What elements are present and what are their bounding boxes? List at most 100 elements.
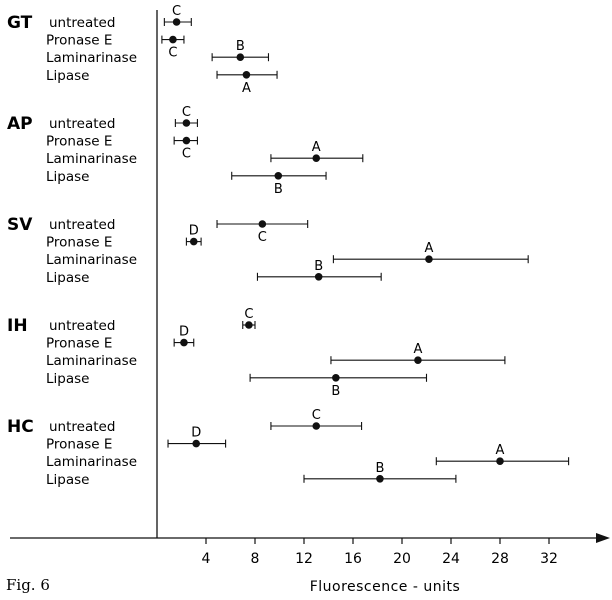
significance-letter: B: [331, 384, 340, 399]
group-label: AP: [7, 114, 33, 134]
significance-letter: B: [274, 182, 283, 197]
significance-letter: B: [375, 461, 384, 476]
group-ih: IH untreated C Pronase E D Laminarinase A Lipas…: [7, 307, 506, 399]
treatment-label: Laminarinase: [46, 353, 137, 369]
treatment-label: untreated: [49, 116, 115, 132]
treatment-label: Laminarinase: [46, 454, 137, 470]
treatment-label: Lipase: [46, 169, 89, 185]
treatment-label: Pronase E: [46, 33, 112, 49]
group-label: HC: [7, 417, 34, 437]
mean-point: [425, 255, 433, 263]
mean-point: [414, 356, 422, 365]
mean-point: [376, 475, 384, 483]
x-tick-label: 8: [251, 551, 260, 567]
data-row: Lipase B: [46, 259, 382, 286]
mean-point: [236, 53, 245, 61]
group-hc: HC untreated C Pronase E D Laminarinase A Lipas…: [7, 408, 570, 488]
x-axis-arrowhead: [596, 533, 610, 543]
significance-letter: A: [242, 81, 251, 96]
data-row: Lipase B: [46, 371, 428, 399]
x-tick-label: 4: [202, 551, 211, 567]
mean-point: [189, 237, 198, 246]
group-gt: GT untreated C Pronase E C Laminarinase B Lipas…: [7, 4, 278, 96]
x-axis-title: Fluorescence - units: [310, 579, 461, 595]
x-tick-label: 16: [344, 551, 362, 567]
data-row: Laminarinase B: [46, 39, 270, 66]
significance-letter: C: [172, 4, 181, 19]
x-tick-label: 20: [393, 551, 411, 567]
group-sv: SV untreated C Pronase E D Laminarinase A Lipas…: [7, 215, 529, 286]
significance-letter: A: [413, 342, 422, 357]
treatment-label: Lipase: [46, 68, 89, 84]
treatment-label: Pronase E: [46, 134, 112, 150]
data-row: Laminarinase A: [46, 443, 570, 470]
data-row: Lipase B: [46, 461, 457, 488]
mean-point: [496, 457, 504, 466]
treatment-label: Lipase: [46, 371, 89, 387]
treatment-label: Laminarinase: [46, 151, 137, 167]
data-row: untreated C: [49, 105, 198, 132]
mean-point: [242, 71, 251, 79]
significance-letter: A: [312, 140, 321, 155]
data-row: Pronase E C: [46, 134, 198, 162]
data-row: Laminarinase A: [46, 140, 364, 167]
mean-point: [314, 273, 323, 281]
treatment-label: untreated: [49, 318, 115, 334]
significance-letter: C: [182, 105, 191, 120]
mean-point: [312, 154, 321, 162]
mean-point: [180, 338, 188, 347]
treatment-label: untreated: [49, 217, 115, 233]
data-row: untreated C: [49, 217, 309, 245]
significance-letter: A: [496, 443, 505, 458]
treatment-label: Laminarinase: [46, 252, 137, 268]
group-label: IH: [7, 316, 28, 336]
significance-letter: A: [424, 241, 433, 256]
x-tick-label: 32: [540, 551, 558, 567]
significance-letter: D: [189, 224, 199, 239]
mean-point: [182, 136, 191, 145]
treatment-label: Lipase: [46, 472, 89, 488]
treatment-label: Pronase E: [46, 437, 112, 453]
group-ap: AP untreated C Pronase E C Laminarinase A Lipas…: [7, 105, 364, 197]
significance-letter: C: [312, 408, 321, 423]
mean-point: [192, 439, 200, 448]
treatment-label: Laminarinase: [46, 50, 137, 66]
significance-letter: C: [182, 147, 191, 162]
data-row: Pronase E D: [46, 325, 195, 352]
data-row: Laminarinase A: [46, 342, 506, 369]
x-tick-label: 24: [442, 551, 460, 567]
mean-point: [258, 220, 267, 228]
mean-point: [332, 374, 340, 382]
group-label: GT: [7, 13, 33, 33]
treatment-label: untreated: [49, 15, 115, 31]
significance-letter: C: [244, 307, 253, 322]
mean-point: [274, 172, 283, 180]
data-row: Laminarinase A: [46, 241, 529, 268]
x-tick-label: 28: [491, 551, 509, 567]
x-ticks: 4 8 12 16 20 24 28 32: [202, 538, 558, 567]
group-label: SV: [7, 215, 33, 235]
data-row: Pronase E D: [46, 426, 227, 453]
significance-letter: D: [191, 426, 201, 441]
mean-point: [172, 18, 181, 26]
mean-point: [182, 119, 191, 127]
significance-letter: B: [314, 259, 323, 274]
significance-letter: B: [236, 39, 245, 54]
treatment-label: Pronase E: [46, 235, 112, 251]
mean-point: [169, 35, 177, 44]
x-tick-label: 12: [295, 551, 313, 567]
data-row: untreated C: [49, 4, 192, 31]
data-row: untreated C: [49, 408, 363, 435]
data-row: Lipase B: [46, 169, 327, 197]
data-row: Pronase E C: [46, 33, 185, 61]
treatment-label: Pronase E: [46, 336, 112, 352]
data-row: untreated C: [49, 307, 256, 334]
treatment-label: untreated: [49, 419, 115, 435]
significance-letter: C: [168, 46, 177, 61]
treatment-label: Lipase: [46, 270, 89, 286]
significance-letter: C: [258, 230, 267, 245]
data-row: Lipase A: [46, 68, 278, 96]
data-row: Pronase E D: [46, 224, 202, 251]
